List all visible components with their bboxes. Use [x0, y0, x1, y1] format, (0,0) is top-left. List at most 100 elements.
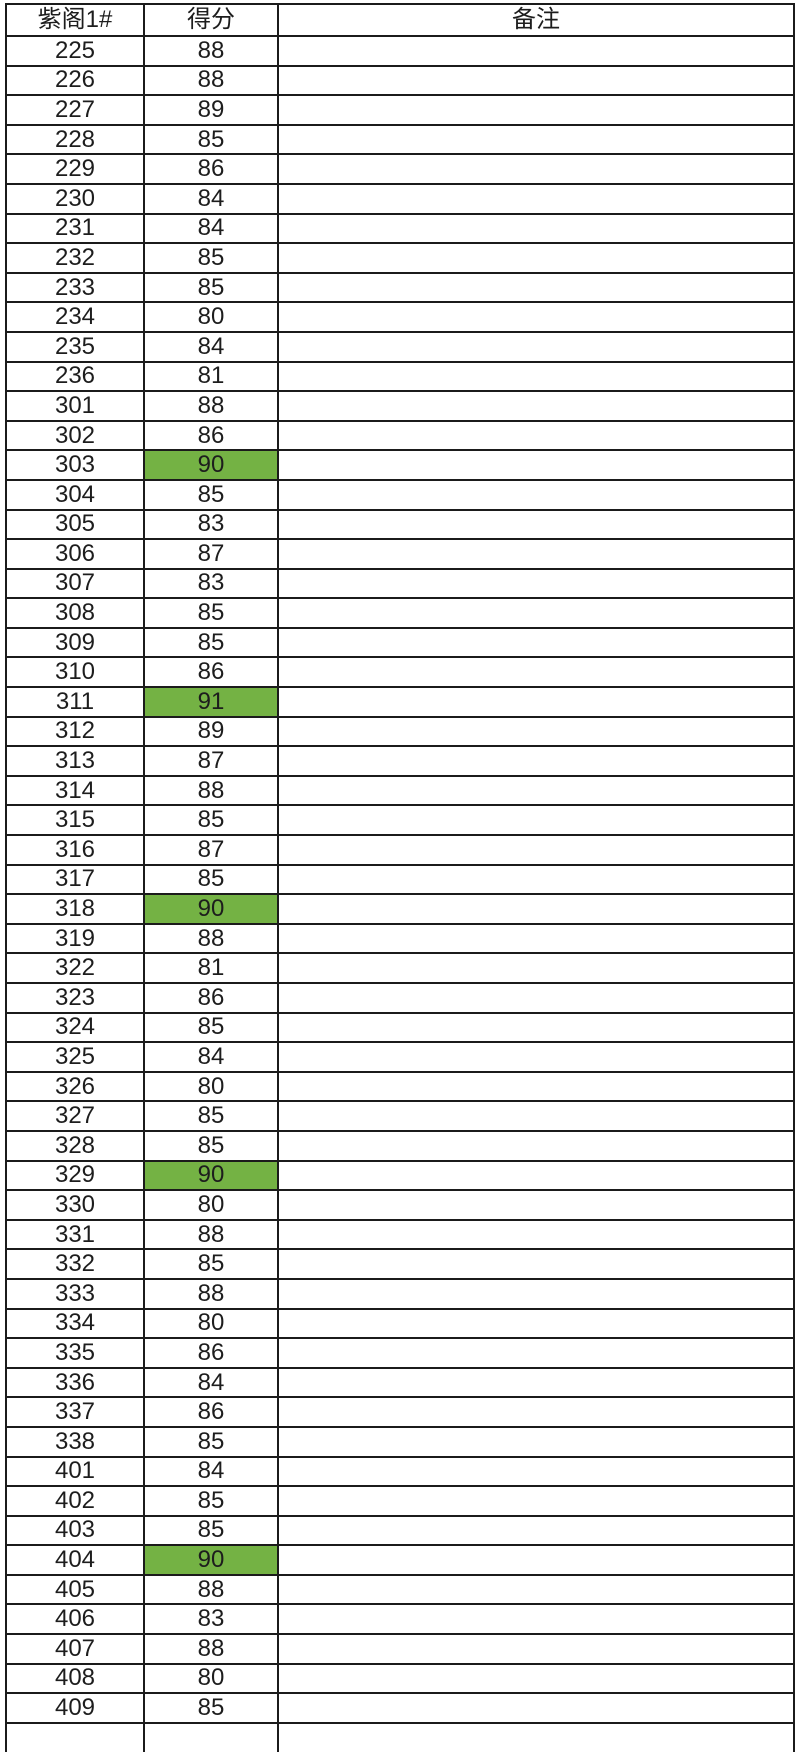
- room-cell[interactable]: 301: [5, 390, 145, 422]
- room-cell[interactable]: 315: [5, 804, 145, 837]
- room-cell[interactable]: 235: [5, 330, 145, 363]
- score-cell[interactable]: 86: [143, 419, 279, 452]
- note-cell[interactable]: [277, 1662, 795, 1695]
- note-cell[interactable]: [277, 626, 795, 659]
- room-cell[interactable]: 306: [5, 538, 145, 570]
- note-cell[interactable]: [277, 508, 795, 541]
- room-cell[interactable]: 323: [5, 982, 145, 1014]
- score-cell[interactable]: 86: [143, 153, 279, 185]
- note-cell[interactable]: [277, 1485, 795, 1517]
- note-cell[interactable]: [277, 893, 795, 925]
- note-cell[interactable]: [277, 1603, 795, 1636]
- room-cell[interactable]: 325: [5, 1041, 145, 1073]
- score-cell[interactable]: 83: [143, 567, 279, 600]
- room-cell[interactable]: 309: [5, 626, 145, 659]
- score-cell[interactable]: 85: [143, 1425, 279, 1458]
- score-cell[interactable]: 85: [143, 271, 279, 304]
- note-cell[interactable]: [277, 834, 795, 866]
- score-cell[interactable]: 88: [143, 1633, 279, 1665]
- note-cell[interactable]: [277, 1544, 795, 1576]
- note-cell[interactable]: [277, 182, 795, 215]
- note-cell[interactable]: [277, 1425, 795, 1458]
- note-cell[interactable]: [277, 212, 795, 245]
- score-cell[interactable]: 85: [143, 1692, 279, 1724]
- note-cell[interactable]: [277, 1633, 795, 1665]
- note-cell[interactable]: [277, 774, 795, 807]
- score-cell[interactable]: 86: [143, 1337, 279, 1369]
- note-cell[interactable]: [277, 1573, 795, 1606]
- room-cell[interactable]: 227: [5, 94, 145, 126]
- score-cell[interactable]: 85: [143, 1011, 279, 1044]
- score-cell[interactable]: 90: [143, 449, 279, 481]
- room-cell[interactable]: 331: [5, 1218, 145, 1251]
- score-cell[interactable]: 85: [143, 1248, 279, 1280]
- score-cell[interactable]: 80: [143, 1662, 279, 1695]
- score-cell[interactable]: 91: [143, 686, 279, 718]
- score-cell[interactable]: 83: [143, 1603, 279, 1636]
- note-cell[interactable]: [277, 1100, 795, 1132]
- room-cell[interactable]: 318: [5, 893, 145, 925]
- room-cell[interactable]: 402: [5, 1485, 145, 1517]
- room-cell[interactable]: 229: [5, 153, 145, 185]
- room-cell[interactable]: 313: [5, 745, 145, 777]
- note-cell[interactable]: [277, 1248, 795, 1280]
- room-cell[interactable]: 233: [5, 271, 145, 304]
- room-cell[interactable]: 302: [5, 419, 145, 452]
- score-cell[interactable]: 88: [143, 1218, 279, 1251]
- note-cell[interactable]: [277, 1455, 795, 1488]
- score-cell[interactable]: 84: [143, 182, 279, 215]
- room-cell[interactable]: 329: [5, 1159, 145, 1192]
- room-cell[interactable]: 327: [5, 1100, 145, 1132]
- score-cell[interactable]: 87: [143, 538, 279, 570]
- note-cell[interactable]: [277, 301, 795, 333]
- room-cell[interactable]: 409: [5, 1692, 145, 1724]
- note-cell[interactable]: [277, 567, 795, 600]
- note-cell[interactable]: [277, 1070, 795, 1103]
- note-cell[interactable]: [277, 982, 795, 1014]
- room-cell[interactable]: 407: [5, 1633, 145, 1665]
- score-cell[interactable]: 85: [143, 804, 279, 837]
- room-cell[interactable]: 305: [5, 508, 145, 541]
- room-cell[interactable]: 324: [5, 1011, 145, 1044]
- room-cell[interactable]: 232: [5, 242, 145, 274]
- score-cell[interactable]: 89: [143, 94, 279, 126]
- note-cell[interactable]: [277, 1159, 795, 1192]
- room-cell[interactable]: 337: [5, 1396, 145, 1428]
- note-cell[interactable]: [277, 952, 795, 984]
- note-cell[interactable]: [277, 1366, 795, 1399]
- room-cell[interactable]: 311: [5, 686, 145, 718]
- room-cell[interactable]: 236: [5, 360, 145, 393]
- note-cell[interactable]: [277, 656, 795, 689]
- note-cell[interactable]: [277, 1218, 795, 1251]
- room-cell[interactable]: 314: [5, 774, 145, 807]
- room-cell[interactable]: 406: [5, 1603, 145, 1636]
- score-cell[interactable]: 85: [143, 242, 279, 274]
- score-cell[interactable]: 83: [143, 508, 279, 541]
- score-cell[interactable]: 88: [143, 35, 279, 67]
- note-cell[interactable]: [277, 449, 795, 481]
- note-cell[interactable]: [277, 1307, 795, 1340]
- score-cell[interactable]: 88: [143, 64, 279, 97]
- room-cell[interactable]: 328: [5, 1129, 145, 1162]
- note-cell[interactable]: [277, 863, 795, 896]
- note-cell[interactable]: [277, 686, 795, 718]
- room-cell[interactable]: 317: [5, 863, 145, 896]
- score-cell[interactable]: 85: [143, 1514, 279, 1547]
- score-cell[interactable]: 90: [143, 1544, 279, 1576]
- note-cell[interactable]: [277, 1514, 795, 1547]
- note-cell[interactable]: [277, 804, 795, 837]
- room-cell[interactable]: 338: [5, 1425, 145, 1458]
- score-cell[interactable]: 85: [143, 1100, 279, 1132]
- score-cell[interactable]: 88: [143, 774, 279, 807]
- room-cell[interactable]: 401: [5, 1455, 145, 1488]
- room-cell[interactable]: 334: [5, 1307, 145, 1340]
- score-cell[interactable]: 85: [143, 863, 279, 896]
- score-cell[interactable]: 85: [143, 1485, 279, 1517]
- note-cell[interactable]: [277, 1396, 795, 1428]
- note-cell[interactable]: [277, 94, 795, 126]
- score-cell[interactable]: 90: [143, 893, 279, 925]
- score-cell[interactable]: 85: [143, 123, 279, 156]
- room-cell[interactable]: 404: [5, 1544, 145, 1576]
- room-cell[interactable]: 303: [5, 449, 145, 481]
- note-cell[interactable]: [277, 64, 795, 97]
